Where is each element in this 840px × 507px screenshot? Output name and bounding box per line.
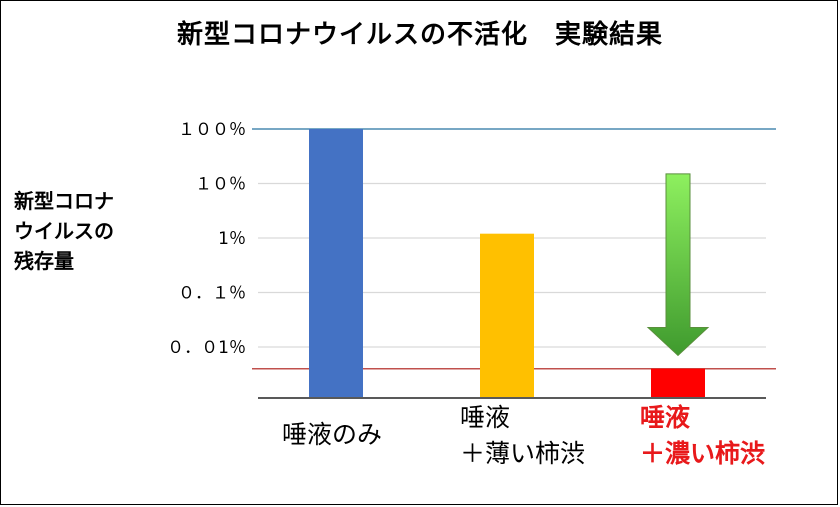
category-label-line: 唾液 — [460, 403, 511, 432]
category-label-line: ＋濃い柿渋 — [640, 439, 766, 468]
category-label-line: 唾液のみ — [282, 420, 383, 449]
category-label-thin-kakishibu: 唾液 ＋薄い柿渋 — [460, 400, 585, 472]
y-tick-label: １００％ — [178, 120, 246, 140]
y-tick-label: ０．１％ — [178, 284, 246, 304]
y-axis-label-line: 残存量 — [14, 249, 74, 273]
bar — [651, 368, 705, 398]
y-tick-label: １０％ — [195, 175, 246, 195]
category-label-line: 唾液 — [640, 403, 691, 432]
category-label-line: ＋薄い柿渋 — [460, 439, 586, 468]
down-arrow-icon — [646, 173, 710, 357]
y-tick-label: ０．０1％ — [167, 338, 246, 358]
chart-title: 新型コロナウイルスの不活化 実験結果 — [176, 20, 663, 50]
y-axis-label-line: ウイルスの — [14, 219, 114, 243]
y-axis-label: 新型コロナ ウイルスの 残存量 — [14, 186, 154, 276]
category-label-thick-kakishibu: 唾液 ＋濃い柿渋 — [640, 400, 765, 472]
bar — [309, 129, 363, 398]
y-axis-label-line: 新型コロナ — [14, 189, 114, 213]
y-tick-label: 1％ — [218, 229, 246, 249]
bar — [480, 233, 534, 398]
category-label-saliva-only: 唾液のみ — [282, 417, 382, 453]
